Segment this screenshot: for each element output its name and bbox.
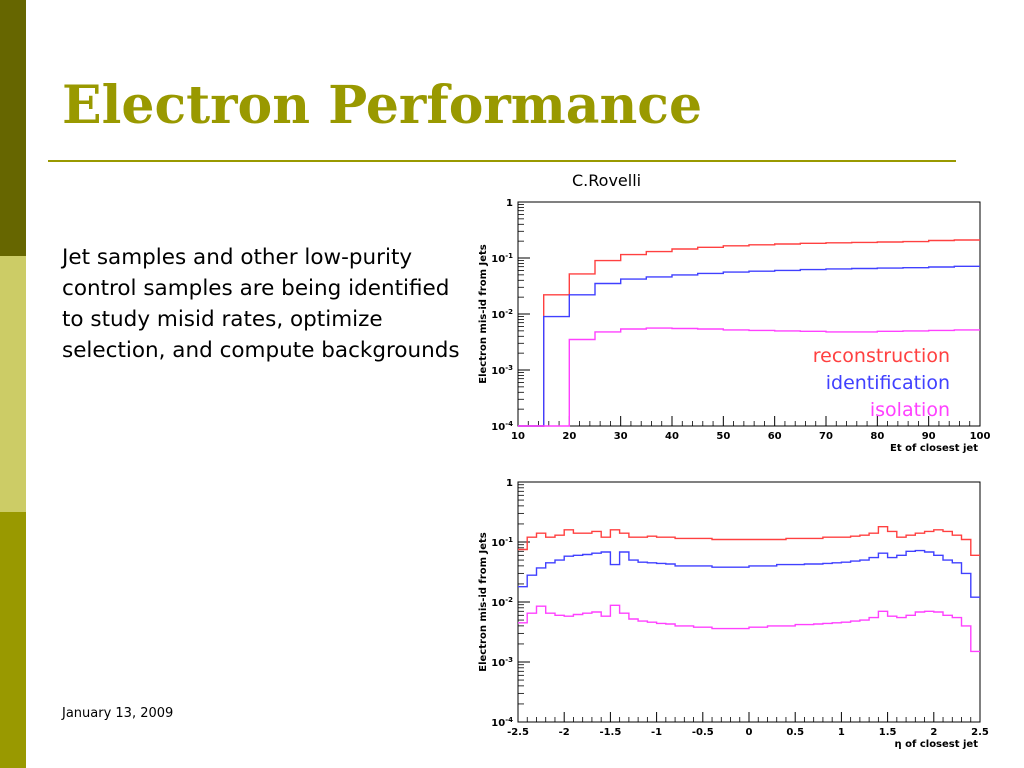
y-tick-exponent: -2 — [505, 596, 513, 604]
x-tick-label: -1.5 — [599, 727, 621, 738]
y-tick-label: 1 — [506, 198, 513, 209]
y-tick-exponent: -3 — [505, 364, 513, 372]
y-tick-exponent: -1 — [505, 536, 513, 544]
y-tick-label: 10-3 — [491, 364, 513, 377]
y-tick-exponent: -4 — [505, 420, 513, 428]
x-tick-label: 100 — [970, 431, 991, 442]
author-credit: C.Rovelli — [572, 171, 642, 190]
y-axis-label: Electron mis-id from Jets — [478, 532, 489, 672]
y-tick-exponent: -2 — [505, 308, 513, 316]
sidebar-stripe-mid — [0, 512, 26, 768]
series-line-reconstruction — [518, 239, 980, 427]
x-tick-label: 60 — [768, 431, 782, 442]
legend-entry: reconstruction — [813, 345, 950, 367]
x-tick-label: -1 — [651, 727, 662, 738]
x-tick-label: 2 — [930, 727, 937, 738]
slide-title: Electron Performance — [62, 75, 703, 136]
series-line-isolation — [518, 327, 980, 427]
plot-frame — [517, 201, 981, 427]
y-tick-label: 10-2 — [491, 308, 513, 321]
y-tick-exponent: -4 — [505, 716, 513, 724]
x-tick-label: 30 — [614, 431, 628, 442]
x-tick-label: 90 — [922, 431, 936, 442]
x-tick-label: 0 — [746, 727, 753, 738]
y-tick-label: 10-1 — [491, 252, 513, 265]
slide-date: January 13, 2009 — [62, 706, 174, 721]
x-tick-label: 40 — [665, 431, 679, 442]
x-tick-label: 1 — [838, 727, 845, 738]
y-axis-label: Electron mis-id from Jets — [478, 244, 489, 384]
x-axis-label: Et of closest jet — [890, 443, 978, 454]
legend-entry: identification — [826, 372, 950, 394]
x-tick-label: 50 — [716, 431, 730, 442]
x-tick-label: 1.5 — [879, 727, 897, 738]
y-tick-label: 10-1 — [491, 536, 513, 549]
x-axis-label: η of closest jet — [895, 739, 979, 750]
x-tick-label: 2.5 — [971, 727, 989, 738]
y-tick-label: 10-2 — [491, 596, 513, 609]
legend-entry: isolation — [870, 399, 950, 421]
y-tick-label: 1 — [506, 478, 513, 489]
title-rule — [48, 160, 956, 162]
y-tick-label: 10-3 — [491, 656, 513, 669]
plot-frame — [517, 481, 981, 723]
chart-mis-id-vs-et: 1 10-1 10-2 10-3 10-410 20 30 40 50 60 70 80 90 100 re… — [478, 198, 991, 454]
series-line-reconstruction — [518, 526, 980, 556]
series-line-identification — [518, 265, 980, 427]
y-tick-exponent: -1 — [505, 252, 513, 260]
sidebar-stripes — [0, 0, 26, 768]
sidebar-stripe-light — [0, 256, 26, 512]
sidebar-stripe-dark — [0, 0, 26, 256]
x-tick-label: 20 — [562, 431, 576, 442]
x-tick-label: -2.5 — [507, 727, 529, 738]
chart-mis-id-vs-eta: 110-110-210-310-4-2.5 -2 -1.5 -1 -0.5 0 0.5 1 1.… — [478, 478, 989, 750]
x-tick-label: -2 — [559, 727, 570, 738]
y-tick-exponent: -3 — [505, 656, 513, 664]
x-tick-label: 10 — [511, 431, 525, 442]
x-tick-label: -0.5 — [692, 727, 714, 738]
series-line-identification — [518, 549, 980, 598]
x-tick-label: 0.5 — [786, 727, 804, 738]
y-tick-label: 10-4 — [491, 420, 513, 433]
x-tick-label: 80 — [870, 431, 884, 442]
series-line-isolation — [518, 604, 980, 653]
body-text: Jet samples and other low-purity control… — [62, 245, 460, 363]
x-tick-label: 70 — [819, 431, 833, 442]
